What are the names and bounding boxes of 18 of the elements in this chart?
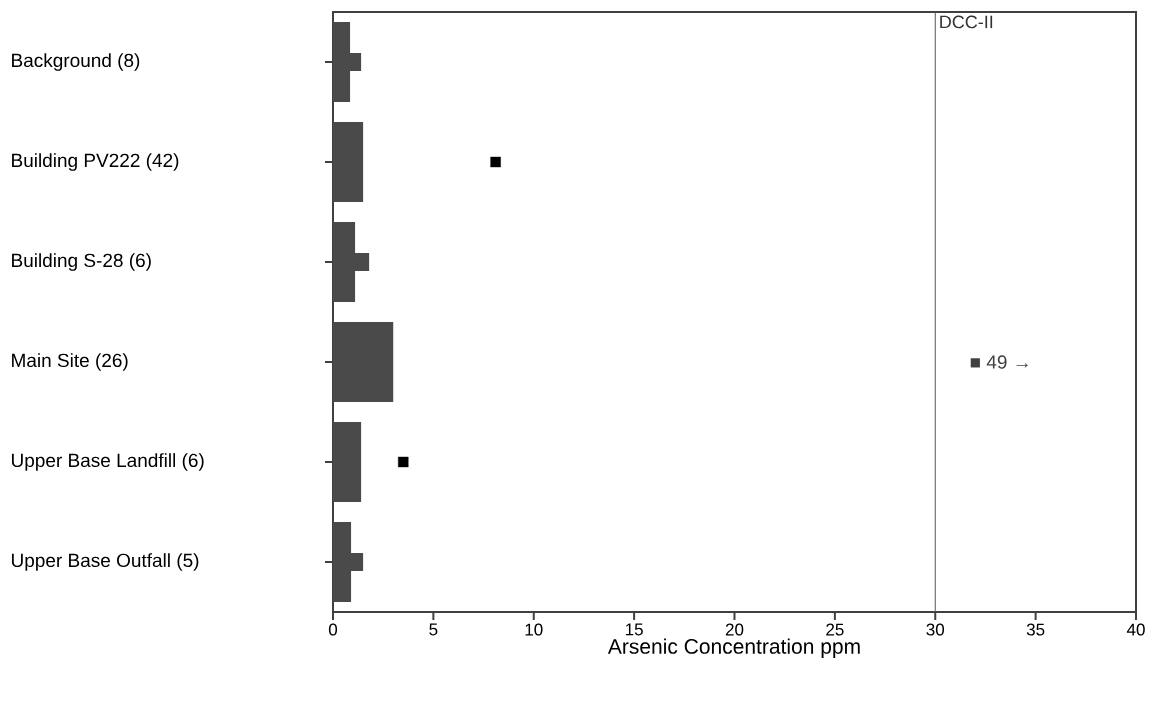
- x-tick-label: 15: [625, 623, 643, 636]
- x-tick-label: 40: [1126, 623, 1145, 636]
- x-tick-label: 25: [826, 623, 844, 636]
- x-tick-label: 5: [429, 623, 438, 636]
- x-axis-title: Arsenic Concentration ppm: [607, 638, 860, 659]
- annotation: ■ 49 →: [970, 355, 1028, 369]
- x-tick-label: 10: [525, 623, 543, 636]
- ref-line-label: DCC-II: [940, 15, 993, 29]
- y-tick-label: Upper Base Landfill (6): [11, 453, 204, 471]
- y-tick-label: Building PV222 (42): [12, 153, 179, 171]
- y-tick-label: Background (8): [12, 53, 140, 71]
- x-tick-label: 0: [328, 623, 338, 636]
- x-tick-label: 30: [926, 623, 945, 636]
- x-tick-label: 20: [725, 623, 744, 636]
- x-tick-label: 35: [1026, 623, 1045, 636]
- y-tick-label: Building S-28 (6): [12, 253, 151, 271]
- y-tick-label: Main Site (26): [12, 353, 128, 371]
- y-tick-label: Upper Base Outfall (5): [11, 553, 199, 571]
